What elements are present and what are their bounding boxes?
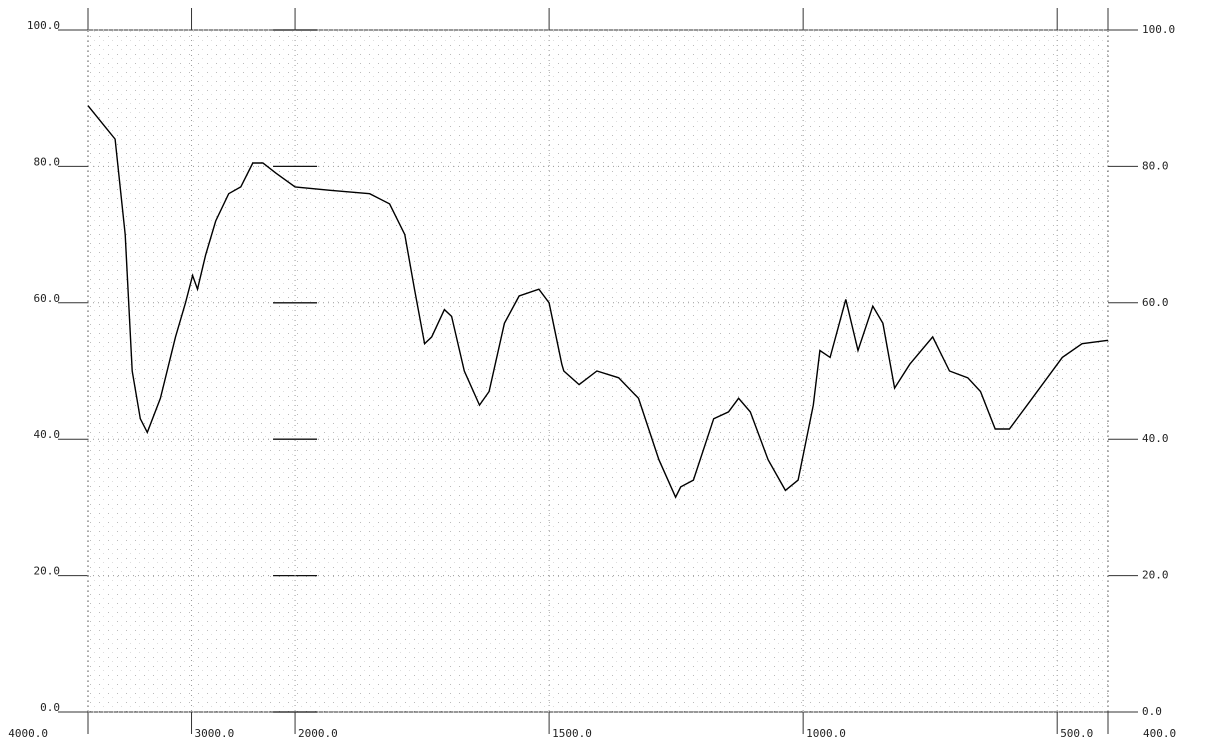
x-tick-label: 3000.0	[195, 727, 235, 740]
x-tick-label: 4000.0	[8, 727, 48, 740]
y2-tick-label: 40.0	[1142, 432, 1169, 445]
x-tick-label: 500.0	[1060, 727, 1093, 740]
y2-tick-label: 0.0	[1142, 705, 1162, 718]
y-tick-label: 0.0	[40, 701, 60, 714]
y2-tick-label: 80.0	[1142, 159, 1169, 172]
y-tick-label: 60.0	[34, 292, 61, 305]
x-tick-label: 400.0	[1143, 727, 1176, 740]
y-tick-label: 40.0	[34, 428, 61, 441]
x-tick-label: 1000.0	[806, 727, 846, 740]
x-tick-label: 2000.0	[298, 727, 338, 740]
y2-tick-label: 100.0	[1142, 23, 1175, 36]
y-tick-label: 20.0	[34, 565, 61, 578]
x-tick-label: 1500.0	[552, 727, 592, 740]
y-tick-label: 100.0	[27, 19, 60, 32]
y2-tick-label: 60.0	[1142, 296, 1169, 309]
y-tick-label: 80.0	[34, 155, 61, 168]
y2-tick-label: 20.0	[1142, 569, 1169, 582]
spectrum-line	[87, 105, 1109, 499]
